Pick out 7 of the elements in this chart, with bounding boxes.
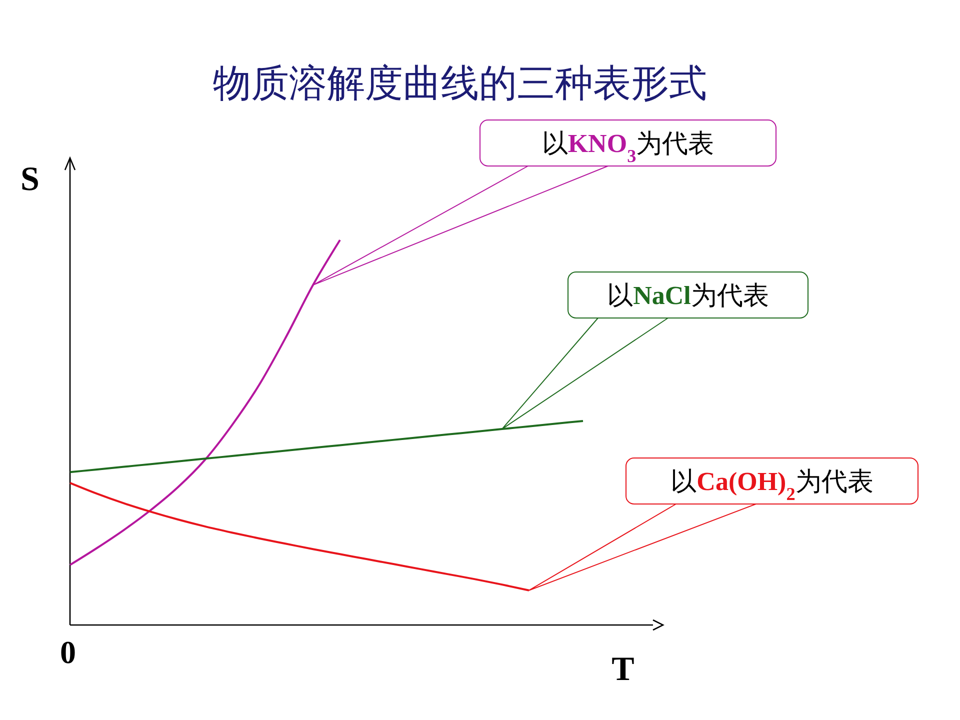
text: 以KNO$_{3}$为代表: [542, 129, 714, 166]
x-axis-title: T: [612, 651, 635, 688]
y-axis-title: S: [20, 161, 40, 198]
chart-title: 物质溶解度曲线的三种表形式: [213, 61, 707, 105]
text: 0: [60, 634, 76, 670]
text: 以NaCl为代表: [607, 281, 769, 311]
text: 以Ca(OH)$_{2}$为代表: [670, 467, 874, 504]
